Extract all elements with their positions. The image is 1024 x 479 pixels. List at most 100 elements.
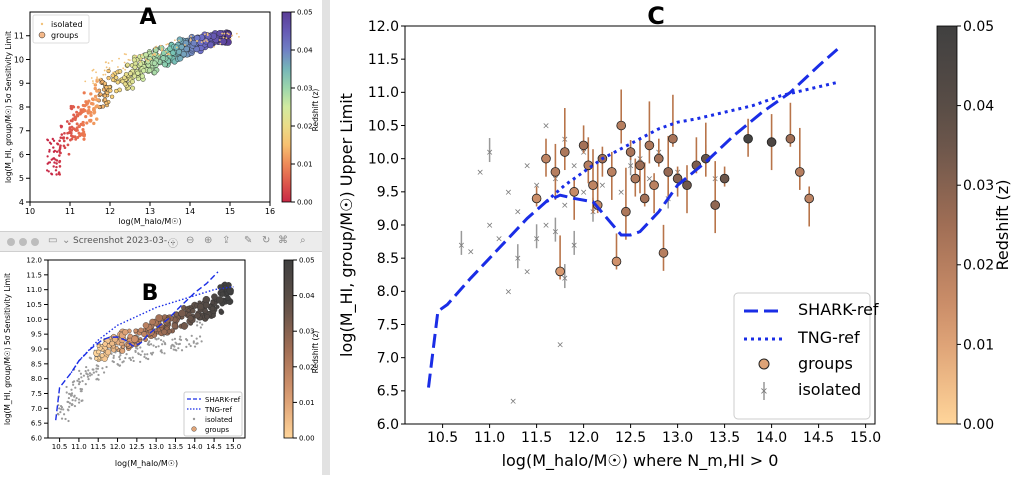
group-point [649,180,659,191]
isolated-point [101,367,104,370]
chart-a-xtick-label: 12 [105,207,115,216]
group-point [75,122,79,126]
isolated-point: × [542,122,550,132]
group-point [98,92,103,97]
window-title: Screenshot 2023-03-... [73,236,176,246]
chart-b-ytick-label: 7.0 [31,405,42,413]
legend-label-2: isolated [205,416,233,424]
isolated-point [185,337,188,341]
chart-c-xtick-label: 15.0 [850,430,881,446]
chart-a-xtick-label: 10 [25,207,35,216]
isolated-point [205,39,207,41]
isolated-point [70,394,73,397]
group-point [71,135,75,139]
group-point [178,309,186,318]
isolated-point [139,60,142,63]
chart-a-ytick-label: 8 [19,103,24,112]
group-point [67,122,71,126]
isolated-point [90,77,93,79]
rotate-icon[interactable]: ↻ [262,235,271,246]
share-icon[interactable]: ⇪ [222,235,231,246]
group-point [53,149,57,153]
chart-b-ytick-label: 9.5 [31,331,42,339]
isolated-point: × [599,181,607,191]
pen-icon[interactable]: ✎ [244,235,253,246]
zoom-dot-icon[interactable] [31,238,39,246]
group-point [91,102,95,106]
group-point [218,308,224,314]
chart-c-ytick-label: 12.0 [368,19,399,35]
group-point [76,135,80,139]
isolated-point [80,399,83,402]
isolated-point [68,402,72,405]
chart-b-ytick-label: 12.0 [26,256,42,264]
group-point [108,88,113,93]
zoom-in-icon[interactable]: ⊕ [204,235,213,246]
group-point [658,248,669,258]
isolated-point [125,353,128,356]
isolated-point [171,338,174,341]
isolated-point [65,391,68,394]
isolated-point [92,82,95,85]
group-point [52,139,56,142]
chart-b-xtick-label: 14.5 [206,443,222,451]
group-point [74,137,78,141]
group-point [132,73,137,79]
chart-b-colorbar-label: Redshift (z) [311,331,320,374]
isolated-point [180,349,184,352]
group-point [75,110,79,114]
group-point [578,140,589,151]
chart-c-svg: ××××××××××××××××××××××××××××××××××××××××… [337,2,1012,471]
search-icon[interactable]: ⌕ [300,235,306,246]
isolated-point [87,378,90,381]
chevron-down-icon[interactable]: ⌄ [62,235,71,246]
group-point [225,295,231,301]
legend-label-1: TNG-ref [204,406,232,414]
isolated-point [185,345,188,348]
isolated-point [162,340,165,343]
group-point [804,193,815,204]
viewer-toolbar: ▭ ⌄ Screenshot 2023-03-... ⓘ ⊖ ⊕ ⇪ ✎ ↻ ⌘… [0,231,322,252]
minimize-dot-icon[interactable] [19,238,27,246]
group-point [145,59,151,65]
group-point [57,172,61,176]
isolated-point: × [458,241,466,251]
legend-groups-swatch [758,358,770,370]
legend-groups-swatch [38,31,46,39]
group-point [630,173,641,184]
isolated-point [146,353,149,356]
group-point [114,88,119,94]
chart-a-ylabel: log(M_HI, group/M☉) 5σ Sensitivity Limit [4,31,13,183]
zoom-out-icon[interactable]: ⊖ [186,235,195,246]
group-point [84,115,88,119]
isolated-point [95,378,98,381]
isolated-point [102,371,106,374]
isolated-point [139,353,142,356]
chart-b-xtick-label: 10.5 [52,443,68,451]
close-dot-icon[interactable] [7,238,15,246]
isolated-point [75,396,78,400]
info-icon[interactable]: ⓘ [168,239,178,250]
chart-a-ytick-label: 6 [19,150,24,159]
isolated-point [95,370,98,373]
markup-icon[interactable]: ⌘ [278,235,288,246]
isolated-point: × [514,208,522,218]
group-point [58,151,62,154]
isolated-point: × [486,221,494,231]
isolated-point [60,406,64,409]
chart-b-ytick-label: 11.5 [26,271,42,279]
group-point [743,133,753,144]
sidebar-icon[interactable]: ▭ [48,235,58,246]
group-point [147,67,153,73]
isolated-point [152,344,155,347]
group-point [128,71,133,76]
chart-c-ytick-label: 10.5 [368,118,399,134]
group-point [58,159,62,163]
isolated-point [116,70,119,72]
chart-c-xlabel: log(M_halo/M☉) where N_m,HI > 0 [502,451,779,471]
chart-b-ytick-label: 6.0 [31,434,42,442]
isolated-point [73,404,77,408]
group-point [560,147,570,157]
isolated-point [143,355,146,358]
isolated-point [154,345,158,349]
